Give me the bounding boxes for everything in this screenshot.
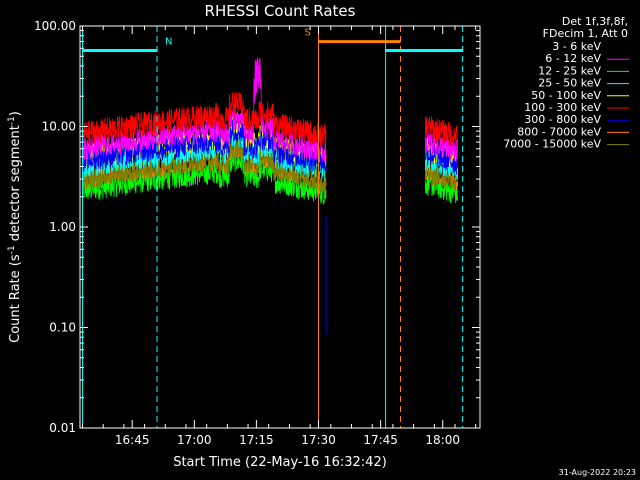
legend-entry-label: 7000 - 15000 keV xyxy=(503,138,601,151)
x-tick-label: 17:15 xyxy=(239,433,274,447)
y-axis-label: Count Rate (s-1 detector segment-1) xyxy=(7,111,23,343)
plot-area: NS xyxy=(81,26,464,428)
interval-flag: N xyxy=(165,37,172,48)
x-tick-label: 17:30 xyxy=(301,433,336,447)
plot-frame xyxy=(79,25,481,429)
legend-entry-label: 100 - 300 keV xyxy=(524,101,601,114)
y-tick-label: 1.00 xyxy=(49,220,76,234)
y-axis: 100.00 10.00 1.00 0.10 0.01 xyxy=(34,19,480,435)
y-axis-label-exponent: -1 xyxy=(7,245,17,254)
y-tick-label: 100.00 xyxy=(34,19,76,33)
x-axis: 16:45 17:00 17:15 17:30 17:45 18:00 xyxy=(81,26,477,447)
series-line xyxy=(82,57,327,163)
legend-entry-label: 6 - 12 keV xyxy=(545,52,601,65)
series-line xyxy=(424,172,458,204)
x-axis-label: Start Time (22-May-16 16:32:42) xyxy=(173,455,387,470)
y-axis-label-unit-exponent: -1 xyxy=(7,116,17,125)
legend-entry-label: 12 - 25 keV xyxy=(538,64,601,77)
y-axis-label-close: ) xyxy=(8,111,23,116)
legend-entry-label: 3 - 6 keV xyxy=(552,40,601,53)
x-tick-label: 17:00 xyxy=(177,433,212,447)
timestamp: 31-Aug-2022 20:23 xyxy=(559,468,636,477)
series-line xyxy=(424,144,458,175)
series-line xyxy=(424,116,458,147)
legend-header: Det 1f,3f,8f, xyxy=(562,15,628,28)
legend-entry-label: 800 - 7000 keV xyxy=(517,125,601,138)
legend-entry-label: 300 - 800 keV xyxy=(524,113,601,126)
series-line xyxy=(424,160,458,193)
series-line xyxy=(424,131,458,162)
y-axis-label-unit: detector segment xyxy=(8,125,23,245)
interval-flag: S xyxy=(305,28,311,39)
y-tick-label: 0.01 xyxy=(49,421,76,435)
legend-entry-label: 25 - 50 keV xyxy=(538,77,601,90)
y-tick-label: 0.10 xyxy=(49,321,76,335)
legend-header: FDecim 1, Att 0 xyxy=(543,27,628,40)
chart-title: RHESSI Count Rates xyxy=(205,2,356,20)
y-axis-label-main: Count Rate (s xyxy=(8,254,23,343)
series-line xyxy=(82,92,327,148)
legend-entry-label: 50 - 100 keV xyxy=(531,89,601,102)
y-tick-label: 10.00 xyxy=(42,120,76,134)
x-tick-label: 16:45 xyxy=(115,433,150,447)
x-tick-label: 17:45 xyxy=(363,433,398,447)
x-tick-label: 18:00 xyxy=(425,433,460,447)
